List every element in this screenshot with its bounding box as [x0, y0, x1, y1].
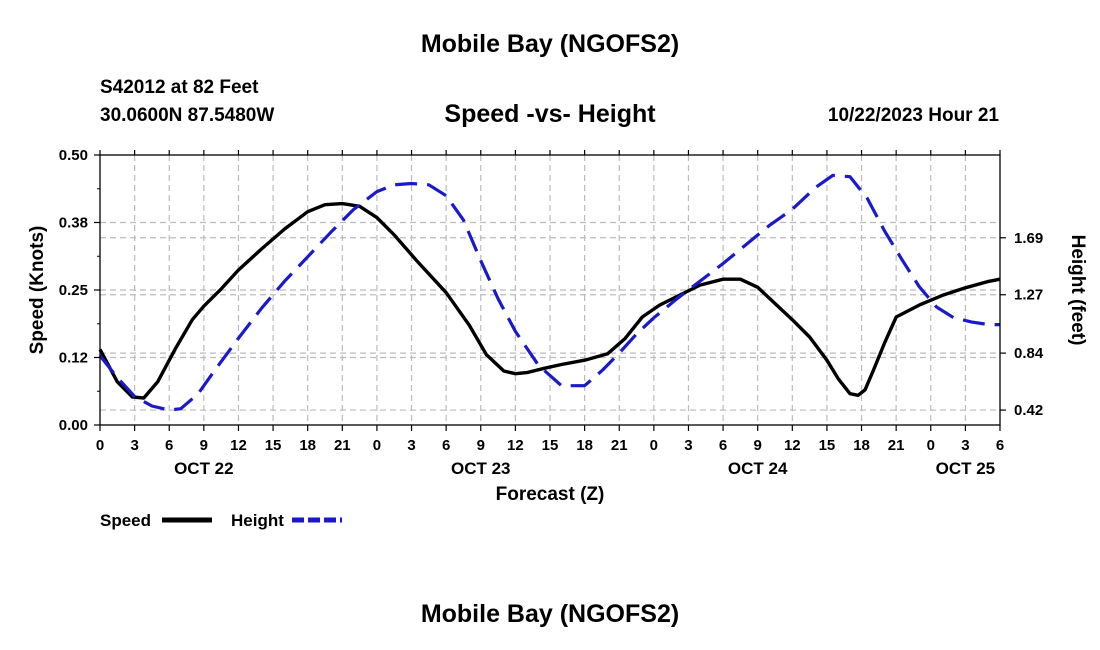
x-tick-label: 3 [407, 437, 415, 454]
series-line-height [98, 173, 1000, 412]
x-tick-label: 6 [719, 437, 727, 454]
x-tick-label: 9 [200, 437, 208, 454]
y2-tick-label: 1.69 [1014, 230, 1043, 247]
x-tick-label: 12 [230, 437, 247, 454]
day-label: OCT 22 [174, 459, 234, 478]
y-tick-label: 0.25 [59, 282, 88, 299]
x-tick-label: 18 [853, 437, 870, 454]
day-label: OCT 24 [728, 459, 788, 478]
x-tick-label: 3 [684, 437, 692, 454]
x-tick-label: 6 [442, 437, 450, 454]
legend-label-height: Height [231, 511, 284, 530]
y2-axis-label: Height (feet) [1067, 235, 1088, 346]
legend-label-speed: Speed [100, 511, 151, 530]
day-label: OCT 23 [451, 459, 511, 478]
y-tick-label: 0.12 [59, 350, 88, 367]
x-tick-label: 21 [611, 437, 628, 454]
x-tick-label: 18 [299, 437, 316, 454]
x-tick-label: 0 [96, 437, 104, 454]
y-tick-label: 0.50 [59, 147, 88, 164]
y-axis-label: Speed (Knots) [27, 226, 48, 355]
x-tick-label: 6 [165, 437, 173, 454]
x-tick-label: 15 [542, 437, 559, 454]
chart-title: Mobile Bay (NGOFS2) [420, 30, 680, 58]
x-tick-label: 3 [130, 437, 138, 454]
x-tick-label: 6 [996, 437, 1004, 454]
x-tick-label: 0 [373, 437, 381, 454]
y-tick-label: 0.00 [59, 417, 88, 434]
x-tick-label: 21 [888, 437, 905, 454]
x-tick-label: 3 [961, 437, 969, 454]
y2-tick-label: 0.84 [1014, 345, 1044, 362]
y2-tick-label: 0.42 [1014, 402, 1043, 419]
x-tick-label: 12 [784, 437, 801, 454]
x-tick-label: 9 [754, 437, 762, 454]
series-line-speed [98, 201, 1001, 400]
chart-subtitle: Speed -vs- Height [444, 100, 656, 128]
y-tick-label: 0.38 [59, 215, 88, 232]
station-coordinates: 30.0600N 87.5480W [100, 105, 275, 126]
chart-title-bottom: Mobile Bay (NGOFS2) [420, 600, 680, 628]
x-tick-label: 9 [477, 437, 485, 454]
station-label: S42012 at 82 Feet [100, 77, 259, 98]
axis-ticks: 0 3 6 9 12 15 18 21 0 3 6 9 12 15 18 21 0 3 6 9 12 15 18 21 0 3 6O… [59, 147, 1044, 478]
x-tick-label: 18 [576, 437, 593, 454]
x-tick-label: 0 [927, 437, 935, 454]
x-tick-label: 12 [507, 437, 524, 454]
series-lines [98, 173, 1001, 412]
grid-lines [100, 155, 1000, 425]
x-tick-label: 0 [650, 437, 658, 454]
x-tick-label: 21 [334, 437, 351, 454]
day-label: OCT 25 [936, 459, 996, 478]
forecast-datetime: 10/22/2023 Hour 21 [827, 105, 999, 126]
legend: Speed Height [100, 511, 342, 530]
x-tick-label: 15 [265, 437, 282, 454]
y2-tick-label: 1.27 [1014, 287, 1043, 304]
x-axis-label: Forecast (Z) [496, 484, 605, 505]
x-tick-label: 15 [819, 437, 836, 454]
